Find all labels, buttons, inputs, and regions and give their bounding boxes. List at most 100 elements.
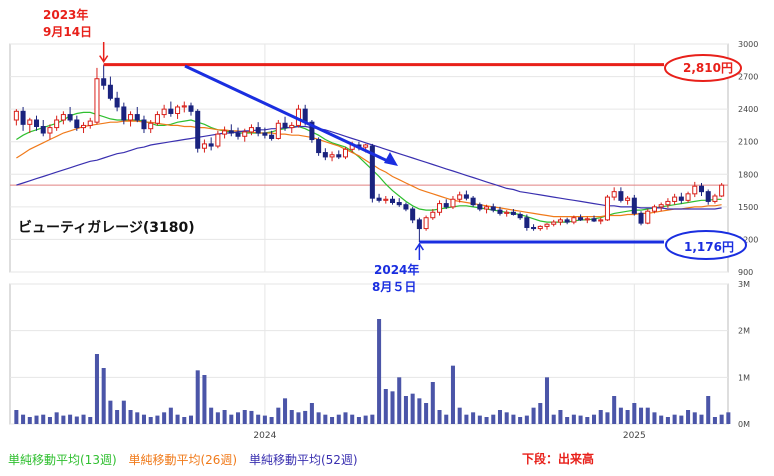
volume-bar (108, 400, 113, 424)
volume-bar (350, 414, 355, 424)
candle-body (638, 212, 644, 224)
volume-bar (652, 412, 657, 424)
candle (81, 122, 87, 134)
volume-bar (242, 410, 247, 424)
candle (678, 192, 684, 204)
volume-bar (47, 417, 52, 424)
candle-body (329, 154, 335, 158)
candle (201, 139, 207, 153)
sma-line-1 (16, 120, 722, 218)
volume-bar (719, 414, 724, 424)
volume-panel: 3M 2M 1M 0M (9, 280, 750, 429)
candle-body (490, 206, 496, 211)
candle-body (13, 110, 19, 121)
volume-bar (289, 410, 294, 424)
volume-bar (61, 415, 66, 424)
volume-bar (115, 410, 120, 424)
candle-body (316, 139, 322, 154)
volume-bar (209, 407, 214, 424)
candle-body (477, 204, 483, 210)
volume-bar (625, 410, 630, 424)
candle-body (396, 202, 402, 206)
volume-bar (585, 417, 590, 424)
candle (329, 151, 335, 162)
candle (618, 187, 624, 203)
candle-body (618, 191, 624, 201)
candle (658, 202, 664, 212)
candle (222, 126, 228, 139)
candle (416, 217, 422, 243)
legend-sma26: 単純移動平均(26週) (128, 453, 238, 467)
candle (490, 203, 496, 213)
candle-body (248, 127, 254, 133)
candle-body (705, 191, 711, 202)
candle-body (504, 211, 510, 214)
candle (403, 202, 409, 212)
volume-bar (565, 417, 570, 424)
candle-body (719, 184, 725, 197)
volume-bar (538, 403, 543, 424)
candle-body (20, 110, 26, 125)
volume-bar (592, 414, 597, 424)
low-price-ellipse (665, 230, 747, 260)
candle (437, 200, 443, 216)
candle (235, 127, 241, 140)
candle-body (81, 124, 87, 129)
candle (255, 122, 261, 137)
candle (134, 106, 140, 123)
candle (477, 202, 483, 212)
legend-sma52: 単純移動平均(52週) (248, 453, 358, 467)
volume-bar (665, 417, 670, 424)
volume-bar (417, 398, 422, 424)
volume-bar (168, 407, 173, 424)
candle-body (114, 97, 120, 108)
candle-body (269, 134, 275, 139)
volume-bar (471, 412, 476, 424)
candle (517, 212, 523, 220)
volume-bar (269, 417, 274, 424)
candle-body (60, 114, 66, 121)
candle-body (450, 198, 456, 208)
candle (423, 215, 429, 231)
candle (161, 104, 167, 118)
candle (604, 194, 610, 221)
candle (20, 106, 26, 131)
volume-bar (464, 414, 469, 424)
candle (457, 191, 463, 203)
candle-body (584, 218, 590, 221)
candle-body (672, 196, 678, 202)
candle-body (698, 185, 705, 193)
volume-bar (74, 416, 79, 424)
candle (148, 120, 154, 134)
candle-body (658, 204, 664, 208)
volume-bar (128, 410, 133, 424)
candle-body (188, 105, 194, 112)
volume-bar (679, 415, 684, 424)
volume-bar (598, 410, 603, 424)
candle (564, 217, 570, 225)
candle (87, 117, 93, 129)
volume-bar (558, 410, 563, 424)
candle-body (67, 114, 73, 121)
candle (443, 199, 449, 210)
candle (651, 204, 657, 214)
candle-body (309, 121, 315, 141)
volume-bar (659, 415, 664, 424)
volume-bar (249, 410, 254, 424)
volume-bar (518, 417, 523, 424)
candle-body (557, 219, 563, 223)
candle (470, 196, 476, 207)
volume-bar (236, 412, 241, 424)
candle (121, 102, 127, 125)
volume-bar (504, 412, 509, 424)
price-tick-label: 1200 (738, 235, 758, 244)
candle-body (47, 127, 53, 134)
volume-bar (222, 410, 227, 424)
candle (611, 187, 617, 201)
volume-bar (54, 412, 59, 424)
volume-bar (27, 417, 32, 424)
candle (188, 102, 194, 116)
legend-sma13: 単純移動平均(13週) (8, 453, 117, 467)
volume-bar (202, 375, 207, 424)
candle (719, 182, 725, 198)
